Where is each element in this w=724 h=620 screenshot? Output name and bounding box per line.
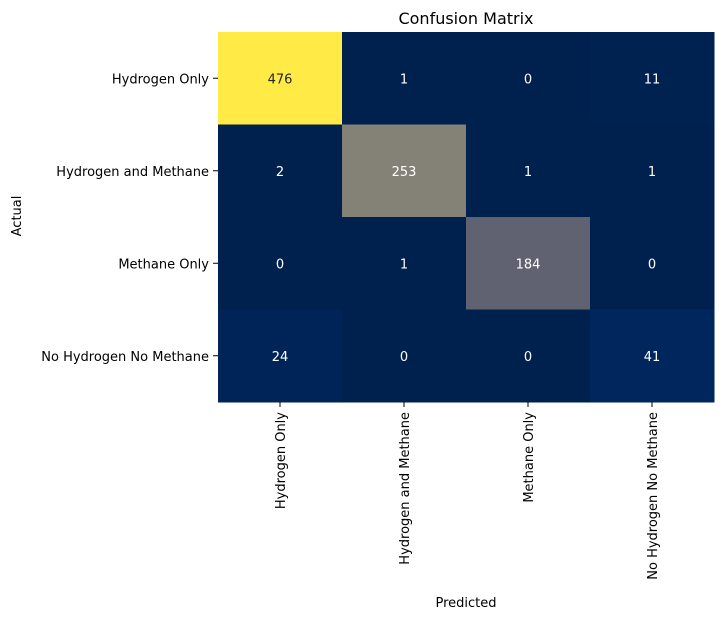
x-tick-label: Hydrogen and Methane [398,412,413,565]
heatmap-cell [466,217,591,310]
cell-value-label: 0 [276,257,284,272]
heatmap-cell [218,217,343,310]
heatmap-cells [218,32,715,403]
heatmap-cell [590,217,715,310]
cell-value-label: 0 [524,350,532,365]
x-axis-label: Predicted [435,596,496,611]
x-tick-label: No Hydrogen No Methane [646,412,661,580]
heatmap-cell [590,124,715,218]
cell-value-label: 41 [644,350,661,365]
heatmap-cell [466,309,591,403]
cell-value-label: 0 [524,72,532,87]
heatmap-cell [342,309,467,403]
cell-value-label: 0 [400,350,408,365]
y-tick-label: Hydrogen Only [112,72,209,87]
heatmap-cell [218,124,343,218]
cell-value-label: 24 [272,350,289,365]
cell-value-label: 1 [400,72,408,87]
cell-value-label: 1 [400,257,408,272]
heatmap-cell [466,124,591,218]
y-tick-label: No Hydrogen No Methane [41,350,209,365]
cell-value-label: 253 [392,165,417,180]
heatmap-cell [590,32,715,125]
y-tick-label: Methane Only [118,257,209,272]
cell-value-label: 1 [524,165,532,180]
x-tick-label: Methane Only [522,412,537,503]
heatmap-cell [218,309,343,403]
heatmap-cell-labels: 476 1 0 112 253 1 10 1 184 024 0 0 41 [268,72,661,365]
cell-value-label: 11 [644,72,661,87]
x-axis-ticks: Hydrogen Only Hydrogen and Methane Methane… [274,402,661,580]
cell-value-label: 476 [268,72,293,87]
y-axis-label: Actual [10,196,25,237]
heatmap-cell [590,309,715,403]
heatmap-cell [342,32,467,125]
cell-value-label: 0 [648,257,656,272]
cell-value-label: 184 [516,257,541,272]
x-tick-label: Hydrogen Only [274,412,289,509]
y-tick-label: Hydrogen and Methane [56,165,209,180]
heatmap-cell [466,32,591,125]
heatmap-cell [342,217,467,310]
heatmap-cell [342,124,467,218]
cell-value-label: 2 [276,165,284,180]
cell-value-label: 1 [648,165,656,180]
chart-title: Confusion Matrix [398,9,533,28]
y-axis-ticks: Hydrogen Only Hydrogen and Methane Methane… [41,72,218,365]
heatmap-cell [218,32,343,125]
